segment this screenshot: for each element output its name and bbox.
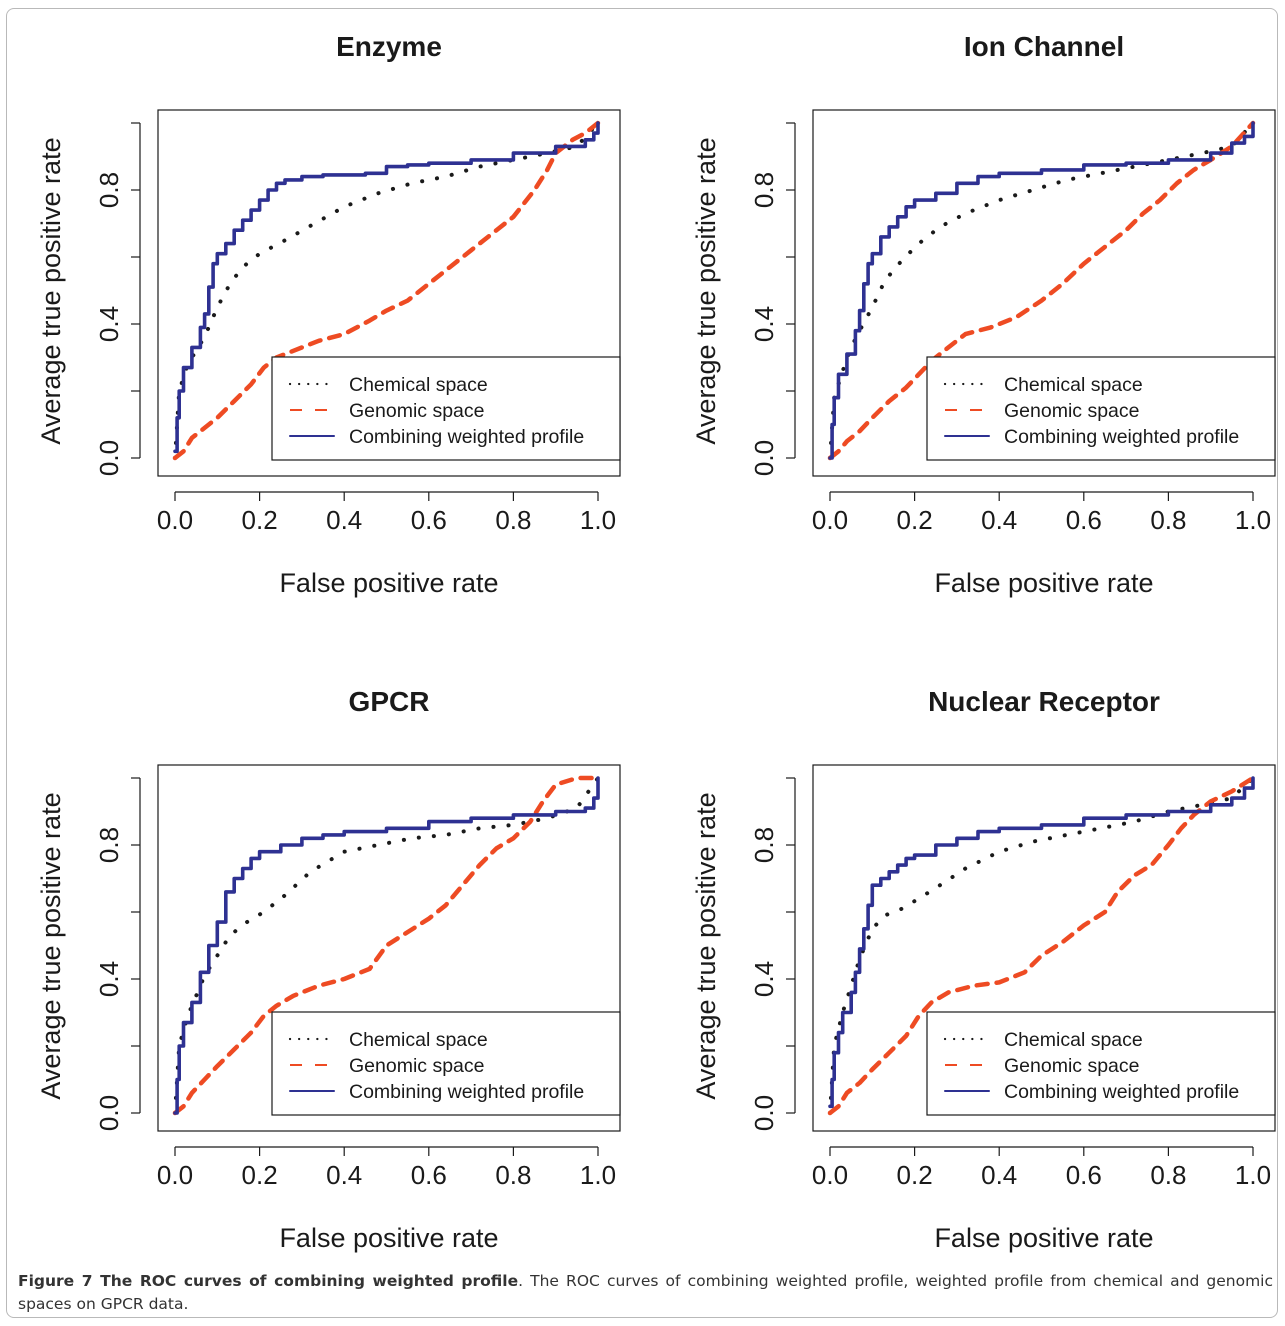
panel-nuclear-receptor-y-tick-label: 0.8 <box>749 827 779 863</box>
panel-nuclear-receptor-x-tick-label: 1.0 <box>1235 1160 1271 1190</box>
panel-nuclear-receptor: Nuclear Receptor 0.0 0.2 0.4 0.6 0.8 1.0 False … <box>691 686 1276 1253</box>
panel-nuclear-receptor-combining-weighted-profile-line <box>828 776 1255 1109</box>
panel-enzyme: Enzyme 0.0 0.2 0.4 0.6 0.8 1.0 False positive r… <box>36 31 621 598</box>
panel-gpcr-y-tick-label: 0.8 <box>94 827 124 863</box>
caption-label: Figure 7 <box>18 1272 93 1290</box>
panel-ion-channel-x-tick-label: 1.0 <box>1235 505 1271 535</box>
panel-gpcr-x-tick-label: 0.4 <box>326 1160 362 1190</box>
panel-ion-channel-x-tick-label: 0.2 <box>897 505 933 535</box>
panel-gpcr: GPCR 0.0 0.2 0.4 0.6 0.8 1.0 False positive rat… <box>36 686 621 1253</box>
panel-ion-channel-legend-box <box>926 356 1276 461</box>
panel-enzyme-y-tick-label: 0.8 <box>94 172 124 208</box>
panel-nuclear-receptor-legend-label-chemical-space: Chemical space <box>1004 1029 1143 1051</box>
panel-gpcr-x-axis-label: False positive rate <box>279 1223 498 1253</box>
panel-nuclear-receptor-y-tick-label: 0.4 <box>749 961 779 997</box>
panel-ion-channel-x-tick-label: 0.0 <box>812 505 848 535</box>
panel-ion-channel-x-tick-label: 0.8 <box>1150 505 1186 535</box>
panel-nuclear-receptor-x-tick-label: 0.2 <box>897 1160 933 1190</box>
panel-enzyme-title: Enzyme <box>336 31 442 62</box>
panel-enzyme-legend-label-genomic-space: Genomic space <box>349 400 484 422</box>
caption-text: . The ROC curves of combining weighted p… <box>18 1272 1273 1313</box>
figure-caption: Figure 7 The ROC curves of combining wei… <box>18 1270 1273 1316</box>
panel-gpcr-x-tick-label: 0.6 <box>411 1160 447 1190</box>
panel-gpcr-x-tick-label: 1.0 <box>580 1160 616 1190</box>
panel-enzyme-x-tick-label: 0.6 <box>411 505 447 535</box>
panel-ion-channel-y-tick-label: 0.0 <box>749 440 779 476</box>
panel-nuclear-receptor-legend-box <box>926 1011 1276 1116</box>
panel-enzyme-y-tick-label: 0.4 <box>94 306 124 342</box>
panel-gpcr-legend-box <box>271 1011 621 1116</box>
panel-gpcr-chemical-space-line <box>173 776 600 1115</box>
panel-enzyme-x-tick-label: 1.0 <box>580 505 616 535</box>
panel-nuclear-receptor-title: Nuclear Receptor <box>928 686 1160 717</box>
panel-gpcr-x-tick-label: 0.2 <box>242 1160 278 1190</box>
panel-ion-channel-title: Ion Channel <box>964 31 1124 62</box>
panel-ion-channel-legend-label-chemical-space: Chemical space <box>1004 374 1143 396</box>
panel-nuclear-receptor-legend-label-combining-weighted-profile: Combining weighted profile <box>1004 1081 1239 1103</box>
panel-nuclear-receptor-x-axis-label: False positive rate <box>934 1223 1153 1253</box>
panel-gpcr-x-tick-label: 0.8 <box>495 1160 531 1190</box>
panel-gpcr-legend-label-genomic-space: Genomic space <box>349 1055 484 1077</box>
caption-bold-title: The ROC curves of combining weighted pro… <box>100 1272 519 1290</box>
panel-enzyme-legend-label-chemical-space: Chemical space <box>349 374 488 396</box>
panel-ion-channel-x-tick-label: 0.4 <box>981 505 1017 535</box>
panel-enzyme-x-tick-label: 0.4 <box>326 505 362 535</box>
panel-ion-channel-y-axis-label: Average true positive rate <box>691 137 721 444</box>
panel-enzyme-x-axis-label: False positive rate <box>279 568 498 598</box>
panel-gpcr-plot-box <box>157 764 621 1132</box>
panel-ion-channel-x-tick-label: 0.6 <box>1066 505 1102 535</box>
panel-enzyme-y-tick-label: 0.0 <box>94 440 124 476</box>
panel-nuclear-receptor-legend-label-genomic-space: Genomic space <box>1004 1055 1139 1077</box>
panel-enzyme-x-tick-label: 0.2 <box>242 505 278 535</box>
panel-enzyme-x-tick-label: 0.8 <box>495 505 531 535</box>
panel-ion-channel-genomic-space-line <box>827 120 1256 461</box>
panel-nuclear-receptor-plot-box <box>812 764 1276 1132</box>
figure-frame <box>6 8 1278 1318</box>
panel-enzyme-y-axis-label: Average true positive rate <box>36 137 66 444</box>
panel-gpcr-x-tick-label: 0.0 <box>157 1160 193 1190</box>
panel-ion-channel-x-axis-label: False positive rate <box>934 568 1153 598</box>
panel-enzyme-x-tick-label: 0.0 <box>157 505 193 535</box>
panel-nuclear-receptor-chemical-space-line <box>828 776 1255 1115</box>
panel-enzyme-combining-weighted-profile-line <box>173 121 600 454</box>
panel-nuclear-receptor-x-tick-label: 0.8 <box>1150 1160 1186 1190</box>
panel-gpcr-y-tick-label: 0.4 <box>94 961 124 997</box>
panel-gpcr-legend-label-chemical-space: Chemical space <box>349 1029 488 1051</box>
panel-nuclear-receptor-x-tick-label: 0.0 <box>812 1160 848 1190</box>
panel-enzyme-genomic-space-line <box>172 120 601 461</box>
panel-ion-channel-legend-label-combining-weighted-profile: Combining weighted profile <box>1004 426 1239 448</box>
panel-nuclear-receptor-y-axis-label: Average true positive rate <box>691 792 721 1099</box>
panel-nuclear-receptor-x-tick-label: 0.6 <box>1066 1160 1102 1190</box>
panel-ion-channel-combining-weighted-profile-line <box>828 121 1255 460</box>
panel-ion-channel-y-tick-label: 0.4 <box>749 306 779 342</box>
panel-ion-channel-legend-label-genomic-space: Genomic space <box>1004 400 1139 422</box>
panel-gpcr-combining-weighted-profile-line <box>173 776 600 1115</box>
panel-ion-channel-y-tick-label: 0.8 <box>749 172 779 208</box>
panel-gpcr-legend-label-combining-weighted-profile: Combining weighted profile <box>349 1081 584 1103</box>
panel-nuclear-receptor-x-tick-label: 0.4 <box>981 1160 1017 1190</box>
panel-nuclear-receptor-y-tick-label: 0.0 <box>749 1095 779 1131</box>
panel-enzyme-legend-label-combining-weighted-profile: Combining weighted profile <box>349 426 584 448</box>
panel-ion-channel: Ion Channel 0.0 0.2 0.4 0.6 0.8 1.0 False posit… <box>691 31 1276 598</box>
panel-gpcr-y-tick-label: 0.0 <box>94 1095 124 1131</box>
panel-ion-channel-plot-box <box>812 109 1276 477</box>
panel-gpcr-title: GPCR <box>349 686 430 717</box>
panel-nuclear-receptor-genomic-space-line <box>827 775 1256 1116</box>
panel-enzyme-legend-box <box>271 356 621 461</box>
panel-ion-channel-chemical-space-line <box>828 121 1255 460</box>
panel-gpcr-y-axis-label: Average true positive rate <box>36 792 66 1099</box>
panel-enzyme-plot-box <box>157 109 621 477</box>
panel-gpcr-genomic-space-line <box>172 775 601 1116</box>
